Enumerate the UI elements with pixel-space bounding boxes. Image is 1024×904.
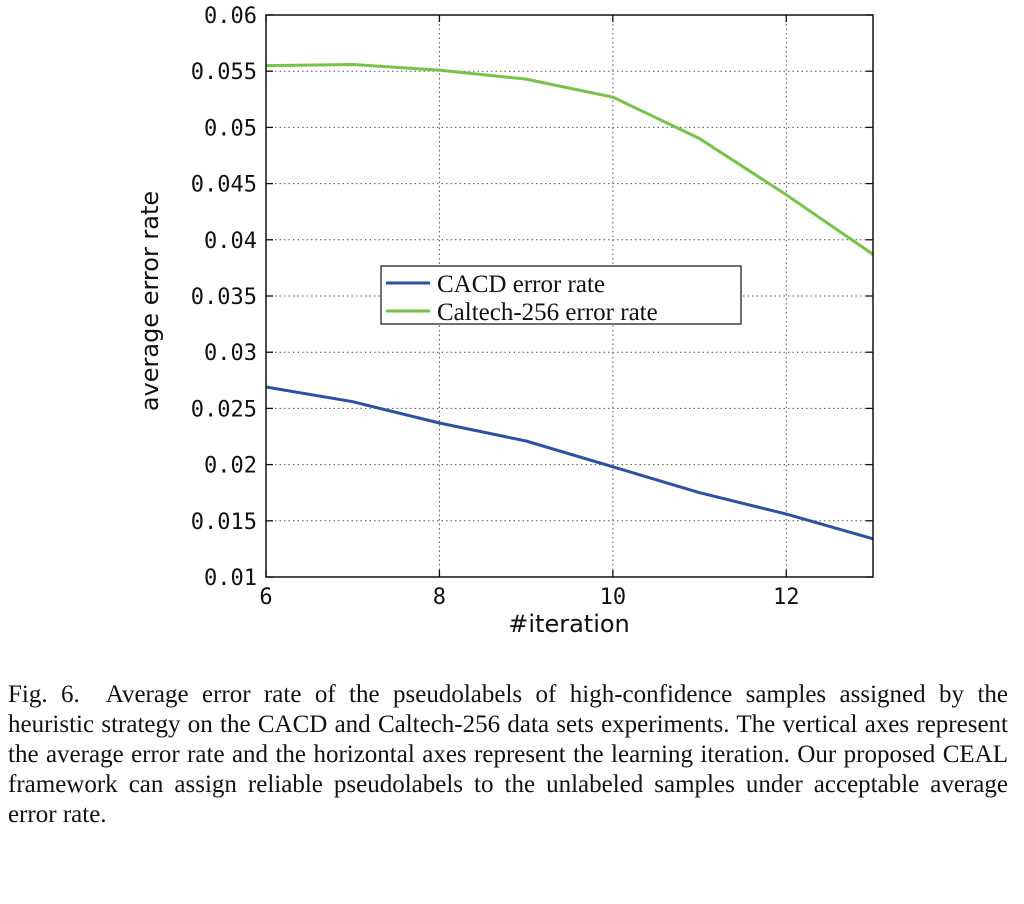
legend-label-caltech: Caltech-256 error rate <box>437 299 658 326</box>
y-tick-label: 0.03 <box>204 341 257 366</box>
y-tick-label: 0.025 <box>191 397 257 422</box>
figure-caption: Fig. 6. Average error rate of the pseudol… <box>8 680 1008 830</box>
y-axis-label: average error rate <box>136 191 164 411</box>
y-tick-label: 0.045 <box>191 173 257 198</box>
y-tick-label: 0.035 <box>191 285 257 310</box>
series-line-0 <box>265 385 874 541</box>
y-tick-label: 0.02 <box>204 454 257 479</box>
y-tick-label: 0.015 <box>191 510 257 535</box>
axis-ticks: 0.01 0.015 0.02 0.025 0.03 0.035 0.04 0.045 0.05… <box>191 4 873 610</box>
x-tick-label: 6 <box>259 585 272 610</box>
grid-lines <box>266 15 873 577</box>
y-tick-label: 0.06 <box>204 4 257 29</box>
y-tick-label: 0.055 <box>191 60 257 85</box>
y-tick-label: 0.04 <box>204 229 257 254</box>
legend: CACD error rate Caltech-256 error rate <box>380 265 742 326</box>
line-chart: 0.01 0.015 0.02 0.025 0.03 0.035 0.04 0.045 0.05… <box>136 4 874 638</box>
caption-text: Average error rate of the pseudolabels o… <box>8 681 1008 828</box>
y-tick-label: 0.05 <box>204 116 257 141</box>
x-tick-label: 8 <box>433 585 446 610</box>
x-tick-label: 12 <box>773 585 800 610</box>
x-tick-label: 10 <box>600 585 627 610</box>
series-lines <box>265 63 874 541</box>
legend-box <box>380 265 742 325</box>
legend-label-cacd: CACD error rate <box>437 271 605 298</box>
y-tick-label: 0.01 <box>204 566 257 591</box>
figure-label: Fig. 6. <box>8 681 80 708</box>
series-line-1 <box>265 63 874 256</box>
x-axis-label: #iteration <box>508 610 630 638</box>
